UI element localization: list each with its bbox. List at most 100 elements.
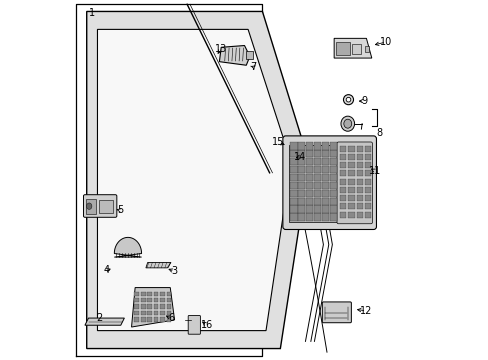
Text: 2: 2 xyxy=(96,313,102,323)
Bar xyxy=(290,150,297,157)
Bar xyxy=(290,182,297,189)
Bar xyxy=(290,142,297,149)
Bar xyxy=(298,174,305,181)
Bar xyxy=(160,318,164,321)
Bar xyxy=(313,190,321,197)
Bar xyxy=(305,190,313,197)
Text: 7: 7 xyxy=(250,62,256,72)
Bar xyxy=(356,195,362,201)
Bar xyxy=(321,142,328,149)
Bar xyxy=(153,318,158,321)
Bar xyxy=(340,203,346,210)
Polygon shape xyxy=(145,262,171,268)
Bar xyxy=(335,41,349,55)
Bar xyxy=(305,166,313,173)
Bar xyxy=(160,298,164,302)
Bar xyxy=(340,195,346,201)
Polygon shape xyxy=(86,12,308,348)
Bar xyxy=(329,142,336,149)
Bar xyxy=(364,170,370,176)
Bar xyxy=(329,182,336,189)
Bar xyxy=(147,298,152,302)
Bar xyxy=(298,158,305,165)
Bar xyxy=(321,158,328,165)
Bar xyxy=(356,212,362,218)
Bar xyxy=(166,292,171,296)
Ellipse shape xyxy=(340,116,354,131)
Bar xyxy=(141,305,145,309)
FancyBboxPatch shape xyxy=(282,136,376,229)
Bar xyxy=(160,311,164,315)
Bar xyxy=(364,145,370,152)
Bar xyxy=(340,154,346,160)
Bar xyxy=(153,311,158,315)
Polygon shape xyxy=(85,318,124,325)
Bar xyxy=(166,318,171,321)
Bar xyxy=(290,213,297,221)
Bar xyxy=(321,206,328,213)
Bar xyxy=(321,166,328,173)
Polygon shape xyxy=(131,288,174,327)
Text: 1: 1 xyxy=(89,8,95,18)
Bar xyxy=(340,145,346,152)
Bar xyxy=(166,298,171,302)
Text: 16: 16 xyxy=(200,320,213,330)
Bar xyxy=(305,182,313,189)
Bar xyxy=(348,154,354,160)
Bar xyxy=(290,190,297,197)
Bar xyxy=(305,158,313,165)
Bar xyxy=(321,174,328,181)
Bar xyxy=(321,182,328,189)
Bar xyxy=(134,298,139,302)
Bar xyxy=(329,150,336,157)
Text: 4: 4 xyxy=(103,265,109,275)
Bar xyxy=(147,305,152,309)
Bar xyxy=(134,311,139,315)
Bar xyxy=(147,292,152,296)
Bar xyxy=(290,174,297,181)
Bar xyxy=(364,187,370,193)
Bar xyxy=(298,213,305,221)
Bar xyxy=(348,145,354,152)
Text: 9: 9 xyxy=(361,96,367,106)
Polygon shape xyxy=(333,39,371,58)
Bar xyxy=(134,305,139,309)
Bar xyxy=(313,198,321,205)
Bar xyxy=(290,166,297,173)
Text: 14: 14 xyxy=(293,152,305,162)
Bar xyxy=(298,150,305,157)
Bar xyxy=(160,305,164,309)
Bar xyxy=(364,179,370,185)
Bar xyxy=(348,170,354,176)
Bar xyxy=(348,187,354,193)
Text: 12: 12 xyxy=(360,306,372,316)
Bar xyxy=(321,190,328,197)
Bar xyxy=(364,203,370,210)
Bar xyxy=(134,292,139,296)
Bar xyxy=(305,150,313,157)
FancyBboxPatch shape xyxy=(322,302,351,323)
Bar xyxy=(153,305,158,309)
Bar xyxy=(153,298,158,302)
Bar xyxy=(356,203,362,210)
Bar xyxy=(329,198,336,205)
Text: 13: 13 xyxy=(215,44,227,54)
Bar xyxy=(321,213,328,221)
Bar xyxy=(141,298,145,302)
Text: 3: 3 xyxy=(171,266,177,276)
Bar xyxy=(298,206,305,213)
Polygon shape xyxy=(114,237,142,257)
FancyBboxPatch shape xyxy=(83,195,117,217)
Bar xyxy=(166,305,171,309)
Bar xyxy=(329,213,336,221)
Bar xyxy=(313,150,321,157)
Bar xyxy=(364,46,368,51)
Bar xyxy=(329,166,336,173)
Bar xyxy=(305,174,313,181)
Ellipse shape xyxy=(343,119,351,128)
Text: 15: 15 xyxy=(272,138,284,147)
Text: 10: 10 xyxy=(379,37,391,47)
Bar xyxy=(340,162,346,168)
Bar xyxy=(356,179,362,185)
Bar xyxy=(166,311,171,315)
